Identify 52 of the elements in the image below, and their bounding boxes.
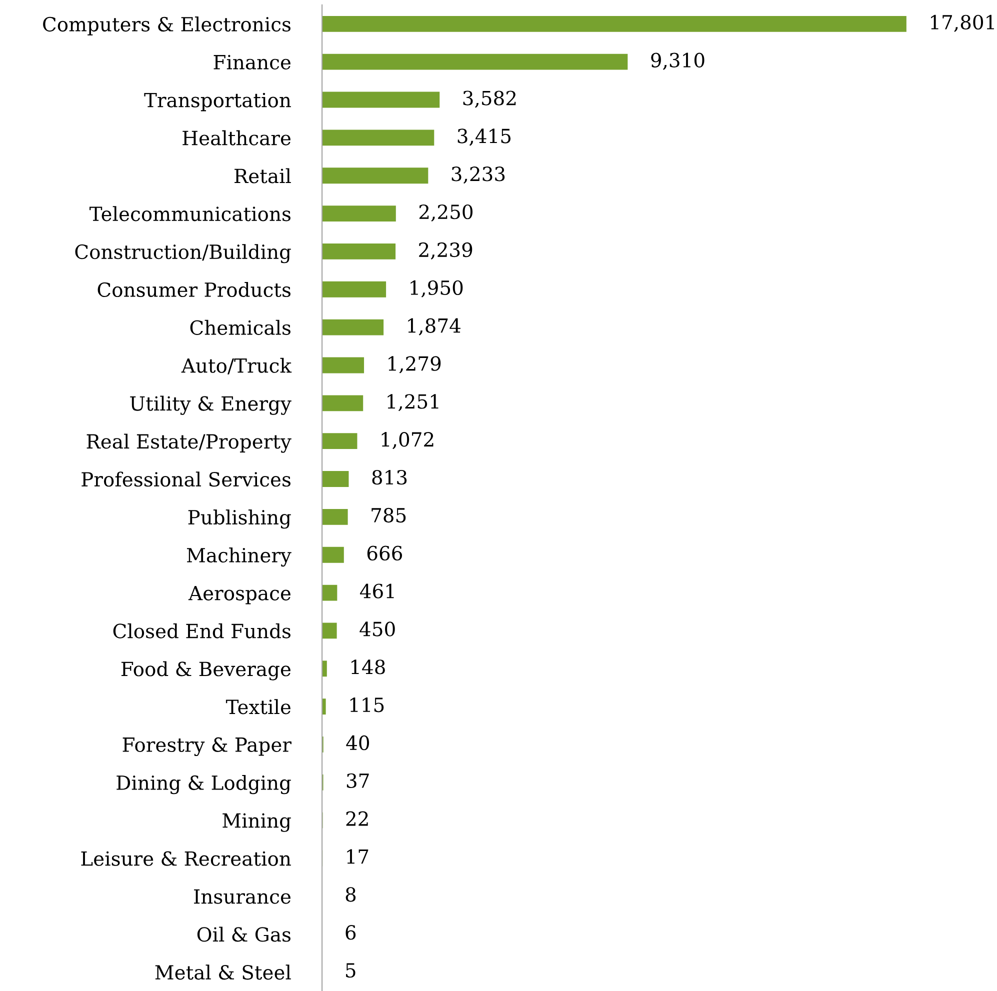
y-tick-label: Insurance <box>194 889 291 904</box>
data-label: 785 <box>372 508 406 523</box>
y-tick-label: Transportation <box>144 92 291 112</box>
data-label: 5 <box>346 963 356 978</box>
data-label: 1,874 <box>408 318 460 336</box>
y-tick-label: Telecommunications <box>90 206 290 222</box>
data-label: 148 <box>351 660 385 674</box>
y-tick-label: Auto/Truck <box>181 358 292 374</box>
data-label: 9,310 <box>651 52 704 70</box>
y-tick-label: Real Estate/Property <box>86 434 292 453</box>
y-tick-label: Dining & Lodging <box>116 775 291 794</box>
y-tick-label: Utility & Energy <box>130 396 292 415</box>
data-label: 40 <box>346 735 370 750</box>
data-label: 461 <box>360 584 394 598</box>
y-tick-label: Forestry & Paper <box>122 737 292 756</box>
y-tick-label: Leisure & Recreation <box>81 851 291 866</box>
y-tick-label: Oil & Gas <box>197 926 290 942</box>
data-label: 1,251 <box>388 394 438 412</box>
data-label: 115 <box>350 698 384 712</box>
data-label: 2,250 <box>419 204 472 222</box>
data-label: 17 <box>347 849 368 864</box>
data-label: 22 <box>346 811 368 826</box>
y-tick-label: Aerospace <box>188 586 291 604</box>
y-tick-label: Consumer Products <box>98 282 290 298</box>
y-tick-label: Machinery <box>187 547 292 567</box>
y-tick-label: Publishing <box>188 510 291 529</box>
data-label: 17,801 <box>931 14 994 32</box>
data-label: 1,950 <box>410 280 463 298</box>
y-tick-label: Computers & Electronics <box>43 16 290 36</box>
data-label: 3,582 <box>463 90 516 108</box>
data-label: 666 <box>367 546 402 561</box>
y-tick-label: Construction/Building <box>75 244 291 264</box>
y-tick-label: Metal & Steel <box>155 964 291 980</box>
data-label: 6 <box>346 925 356 940</box>
y-tick-label: Healthcare <box>182 130 291 146</box>
data-label: 1,072 <box>382 432 434 450</box>
y-tick-label: Professional Services <box>82 472 290 487</box>
y-tick-label: Retail <box>234 168 291 184</box>
data-label: 8 <box>346 887 356 902</box>
y-tick-label: Closed End Funds <box>113 623 290 638</box>
data-label: 2,239 <box>419 242 472 260</box>
data-label: 450 <box>360 622 395 636</box>
y-tick-label: Mining <box>222 813 291 832</box>
data-label: 813 <box>372 470 407 485</box>
data-label: 3,233 <box>452 166 505 184</box>
y-tick-label: Textile <box>226 699 291 714</box>
y-tick-label: Chemicals <box>190 320 290 335</box>
data-label: 1,279 <box>388 356 441 374</box>
data-label: 3,415 <box>458 128 511 146</box>
y-tick-label: Food & Beverage <box>121 661 291 680</box>
y-tick-label: Finance <box>214 54 291 70</box>
data-label: 37 <box>346 773 369 788</box>
